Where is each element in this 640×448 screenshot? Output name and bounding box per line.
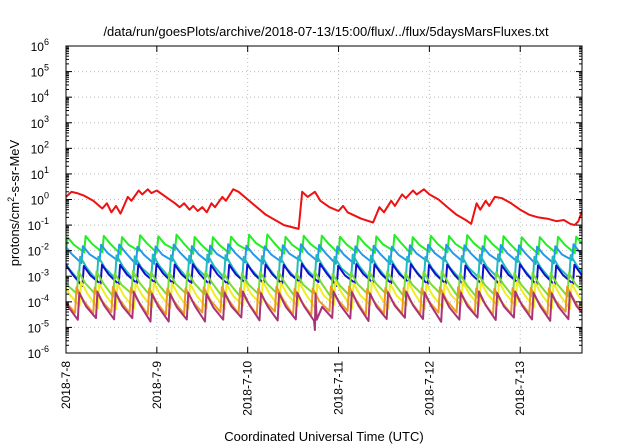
- y-tick-base: 10: [28, 347, 42, 361]
- y-tick-label: 101: [31, 165, 49, 182]
- y-tick-base: 10: [31, 194, 45, 208]
- series-line: [66, 188, 582, 230]
- y-tick-label: 104: [31, 88, 49, 105]
- y-tick-exponent: -6: [41, 344, 49, 354]
- series-line: [66, 290, 582, 331]
- y-tick-exponent: 0: [44, 191, 49, 201]
- y-tick-label: 10-3: [28, 267, 49, 284]
- y-label-units: -s-sr-MeV: [7, 139, 22, 196]
- y-tick-base: 10: [31, 142, 45, 156]
- chart-title: /data/run/goesPlots/archive/2018-07-13/1…: [103, 24, 549, 39]
- series-group: [66, 188, 582, 331]
- y-tick-label: 10-1: [28, 216, 49, 233]
- y-tick-exponent: 5: [44, 63, 49, 73]
- y-tick-exponent: 3: [44, 114, 49, 124]
- y-tick-exponent: 4: [44, 88, 49, 98]
- y-tick-base: 10: [31, 168, 45, 182]
- y-tick-exponent: 1: [44, 165, 49, 175]
- y-tick-base: 10: [28, 270, 42, 284]
- x-tick-label: 2018-7-13: [513, 361, 527, 416]
- y-tick-label: 10-5: [28, 318, 49, 335]
- y-tick-base: 10: [31, 91, 45, 105]
- x-tick-label: 2018-7-11: [332, 361, 346, 415]
- y-tick-exponent: -4: [41, 293, 49, 303]
- y-tick-base: 10: [28, 219, 42, 233]
- y-tick-base: 10: [31, 117, 45, 131]
- y-tick-exponent: 2: [44, 139, 49, 149]
- y-tick-exponent: 6: [44, 37, 49, 47]
- y-tick-label: 10-6: [28, 344, 49, 361]
- y-tick-exponent: -2: [41, 242, 49, 252]
- y-tick-label: 105: [31, 63, 49, 80]
- y-label-superscript: 2: [6, 197, 16, 202]
- y-tick-base: 10: [28, 296, 42, 310]
- y-axis-ticks: 10-610-510-410-310-210-11001011021031041…: [28, 37, 582, 361]
- y-axis-label: protons/cm2-s-sr-MeV: [6, 139, 22, 266]
- y-tick-label: 106: [31, 37, 49, 54]
- y-tick-base: 10: [31, 40, 45, 54]
- x-tick-label: 2018-7-10: [241, 361, 255, 416]
- y-tick-label: 100: [31, 191, 49, 208]
- y-tick-exponent: -1: [41, 216, 49, 226]
- y-tick-base: 10: [31, 66, 45, 80]
- x-tick-label: 2018-7-12: [422, 361, 436, 416]
- y-tick-base: 10: [28, 321, 42, 335]
- x-axis-label: Coordinated Universal Time (UTC): [224, 429, 423, 444]
- y-tick-exponent: -5: [41, 318, 49, 328]
- x-axis-ticks: 2018-7-8 2018-7-9 2018-7-10 2018-7-11 2018-7…: [59, 46, 527, 416]
- x-tick-label: 2018-7-9: [150, 361, 164, 409]
- y-tick-label: 10-4: [28, 293, 49, 310]
- y-tick-label: 102: [31, 139, 49, 156]
- series-line: [66, 270, 582, 299]
- y-label-main: protons/cm: [7, 202, 22, 266]
- y-tick-label: 10-2: [28, 242, 49, 259]
- y-tick-base: 10: [28, 245, 42, 259]
- y-tick-label: 103: [31, 114, 49, 131]
- y-tick-exponent: -3: [41, 267, 49, 277]
- x-tick-label: 2018-7-8: [59, 361, 73, 409]
- series-line: [66, 233, 582, 256]
